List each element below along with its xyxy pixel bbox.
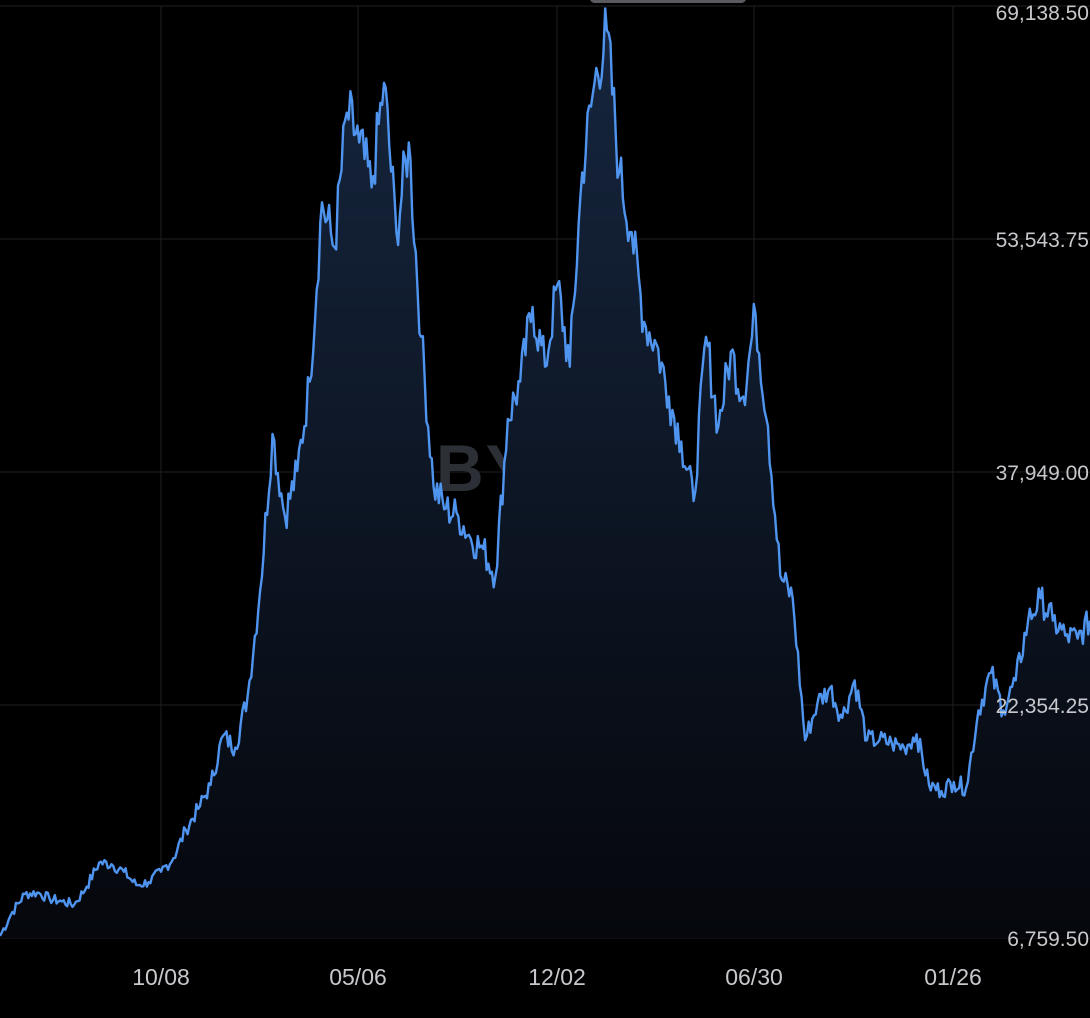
y-tick-label: 69,138.50 [996,2,1089,25]
x-tick-label: 10/08 [132,964,190,990]
drag-handle[interactable] [590,0,746,3]
x-tick-label: 12/02 [528,964,586,990]
price-area-fill [0,8,1090,938]
price-line [0,7,1090,937]
y-tick-label: 6,759.50 [1007,928,1089,951]
x-tick-label: 01/26 [924,964,982,990]
y-axis-labels: 6,759.50 22,354.25 37,949.00 53,543.75 69,13… [996,2,1089,951]
y-tick-label: 22,354.25 [996,695,1089,718]
x-tick-label: 05/06 [329,964,387,990]
y-tick-label: 53,543.75 [996,229,1089,252]
x-tick-label: 06/30 [725,964,783,990]
x-axis-labels: 10/08 05/06 12/02 06/30 01/26 [132,964,982,990]
y-tick-label: 37,949.00 [996,462,1089,485]
